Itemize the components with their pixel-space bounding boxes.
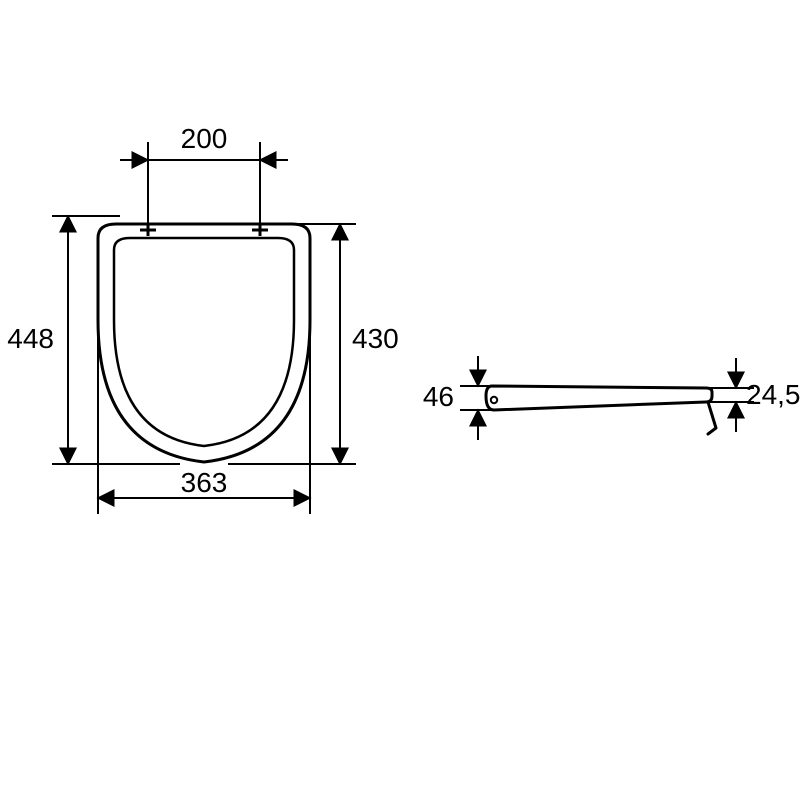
dim-363: 363	[98, 320, 310, 514]
hinge-dot	[491, 397, 497, 403]
dim-46: 46	[423, 356, 502, 440]
dim-448-label: 448	[7, 323, 54, 354]
dim-363-label: 363	[181, 467, 228, 498]
dim-24-5: 24,5	[706, 358, 800, 432]
hinge-right	[252, 224, 268, 236]
top-view: 200 448 430 363	[7, 123, 398, 514]
seat-outer-outline	[98, 224, 310, 462]
dim-430-label: 430	[352, 323, 399, 354]
dimension-drawing: 200 448 430 363	[0, 0, 800, 800]
side-view: 46 24,5	[423, 356, 800, 440]
dim-200: 200	[120, 123, 288, 224]
seat-inner-outline	[114, 238, 294, 446]
dim-24-5-label: 24,5	[746, 379, 800, 410]
dim-46-label: 46	[423, 381, 454, 412]
seat-side-profile	[486, 386, 716, 434]
hinge-left	[140, 224, 156, 236]
dim-200-label: 200	[181, 123, 228, 154]
